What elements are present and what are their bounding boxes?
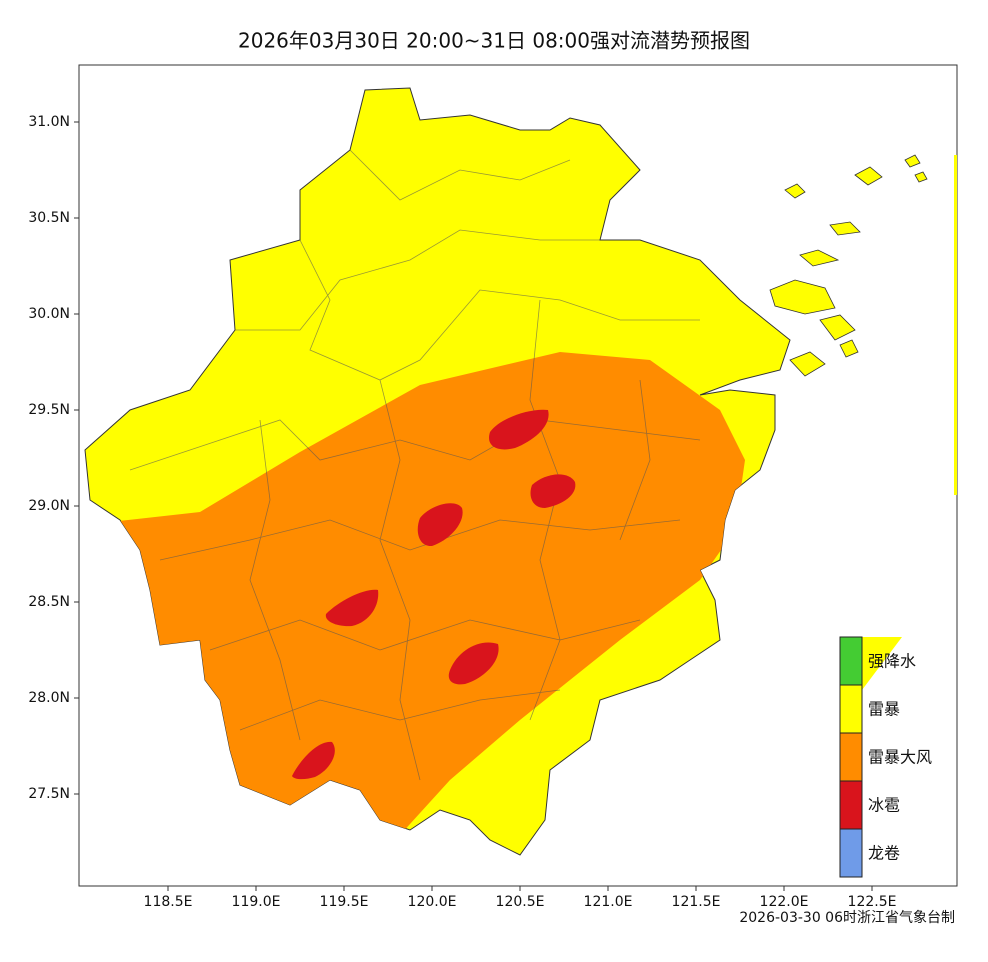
hail-zones (292, 409, 576, 780)
legend-swatch (839, 732, 863, 782)
lat-tick-label: 29.5N (28, 402, 70, 418)
lat-tick-label: 30.5N (28, 210, 70, 226)
lon-tick-label: 122.0E (760, 894, 809, 910)
lon-tick-label: 121.5E (672, 894, 721, 910)
lat-tick-label: 31.0N (28, 114, 70, 130)
legend-swatch (839, 684, 863, 734)
edge-strip (954, 155, 957, 495)
lat-tick-label: 27.5N (28, 786, 70, 802)
lat-tick-label: 28.0N (28, 690, 70, 706)
lon-axis: 118.5E 119.0E 119.5E 120.0E 120.5E 121.0E 121.… (144, 886, 897, 910)
credit: 2026-03-30 06时浙江省气象台制 (739, 910, 955, 926)
lat-tick-label: 29.0N (28, 498, 70, 514)
legend-swatch (839, 828, 863, 878)
legend-label: 雷暴大风 (868, 748, 932, 767)
lon-tick-label: 118.5E (144, 894, 193, 910)
legend-label: 冰雹 (868, 796, 900, 815)
lon-tick-label: 119.0E (232, 894, 281, 910)
legend-label: 龙卷 (868, 844, 900, 863)
lat-tick-label: 30.0N (28, 306, 70, 322)
lat-axis: 31.0N 30.5N 30.0N 29.5N 29.0N 28.5N 28.0N 27.5N (28, 114, 79, 802)
wind-zone (100, 352, 745, 850)
islands (769, 154, 928, 377)
map-title: 2026年03月30日 20:00~31日 08:00强对流潜势预报图 (238, 29, 750, 53)
lon-tick-label: 122.5E (848, 894, 897, 910)
legend-label: 强降水 (868, 652, 916, 671)
lat-tick-label: 28.5N (28, 594, 70, 610)
province (84, 87, 928, 856)
lon-tick-label: 120.5E (496, 894, 545, 910)
legend-swatch (839, 780, 863, 830)
lon-tick-label: 119.5E (320, 894, 369, 910)
lon-tick-label: 120.0E (408, 894, 457, 910)
legend-label: 雷暴 (868, 700, 900, 719)
legend-pointer (862, 637, 902, 690)
lon-tick-label: 121.0E (584, 894, 633, 910)
legend-swatch (839, 636, 863, 686)
